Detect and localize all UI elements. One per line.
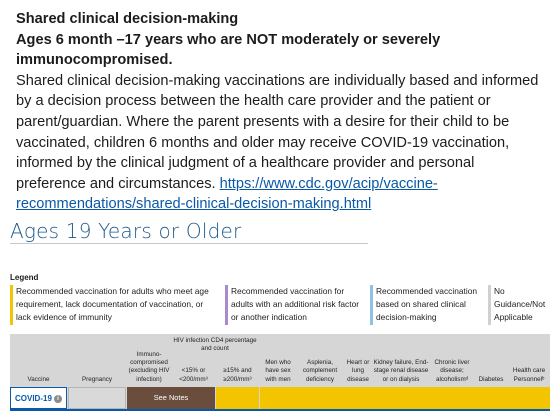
col-header-kidney: Kidney failure, End-stage renal disease … bbox=[373, 359, 429, 383]
col-header-diabetes: Diabetes bbox=[478, 375, 504, 383]
recommended-cells bbox=[260, 387, 550, 409]
heading-divider bbox=[10, 243, 368, 244]
legend-text: Recommended vaccination based on shared … bbox=[376, 286, 478, 323]
col-header-vaccine: Vaccine bbox=[27, 375, 50, 383]
legend-swatch-gray bbox=[488, 285, 491, 325]
legend: Recommended vaccination for adults who m… bbox=[10, 285, 550, 327]
legend-swatch-blue bbox=[370, 285, 373, 325]
hiv-high-cell bbox=[216, 387, 259, 409]
intro-section: Shared clinical decision-making Ages 6 m… bbox=[16, 9, 546, 215]
cdc-link[interactable]: https://www.cdc.gov/acip/vaccine-recomme… bbox=[16, 175, 438, 213]
legend-item-risk: Recommended vaccination for adults with … bbox=[225, 285, 368, 325]
intro-title-2: Ages 6 month –17 years who are NOT moder… bbox=[16, 31, 441, 69]
section-heading: Ages 19 Years or Older bbox=[10, 219, 242, 243]
col-header-hcp: Health care Personnelᵇ bbox=[512, 367, 546, 383]
info-icon[interactable]: i bbox=[53, 394, 62, 403]
intro-body-text: Shared clinical decision-making vaccinat… bbox=[16, 72, 539, 192]
vaccine-link[interactable]: COVID-19 bbox=[15, 394, 52, 403]
col-header-heart: Heart or lung disease bbox=[346, 359, 370, 383]
legend-item-none: No Guidance/Not Applicable bbox=[488, 285, 550, 325]
intro-body: Shared clinical decision-making vaccinat… bbox=[16, 71, 546, 215]
legend-text: Recommended vaccination for adults with … bbox=[231, 286, 360, 323]
legend-item-shared: Recommended vaccination based on shared … bbox=[370, 285, 485, 325]
legend-swatch-yellow bbox=[10, 285, 13, 325]
table-bottom-border bbox=[10, 409, 550, 411]
vaccine-table: Vaccine Pregnancy Immuno-compromised (ex… bbox=[10, 334, 550, 411]
legend-label: Legend bbox=[10, 273, 39, 282]
legend-item-age: Recommended vaccination for adults who m… bbox=[10, 285, 220, 325]
col-group-hiv: HIV infection CD4 percentage and count bbox=[173, 337, 257, 353]
col-header-immuno: Immuno-compromised (excluding HIV infect… bbox=[128, 350, 170, 383]
col-header-msm: Men who have sex with men bbox=[265, 359, 291, 383]
vaccine-name-cell[interactable]: COVID-19 i bbox=[10, 387, 67, 409]
col-header-liver: Chronic liver disease; alcoholismᵈ bbox=[434, 359, 470, 383]
intro-title-1: Shared clinical decision-making bbox=[16, 11, 239, 27]
pregnancy-cell bbox=[68, 387, 126, 409]
col-header-hiv-high: ≥15% and ≥200/mm³ bbox=[223, 367, 252, 383]
col-header-pregnancy: Pregnancy bbox=[81, 375, 113, 383]
table-row: COVID-19 i See Notes bbox=[10, 387, 550, 409]
see-notes-cell[interactable]: See Notes bbox=[127, 387, 215, 409]
col-header-hiv-low: <15% or <200/mm³ bbox=[179, 367, 208, 383]
legend-text: No Guidance/Not Applicable bbox=[494, 286, 546, 323]
legend-text: Recommended vaccination for adults who m… bbox=[16, 286, 209, 323]
legend-swatch-purple bbox=[225, 285, 228, 325]
col-header-asplenia: Asplenia, complement deficiency bbox=[302, 359, 338, 383]
